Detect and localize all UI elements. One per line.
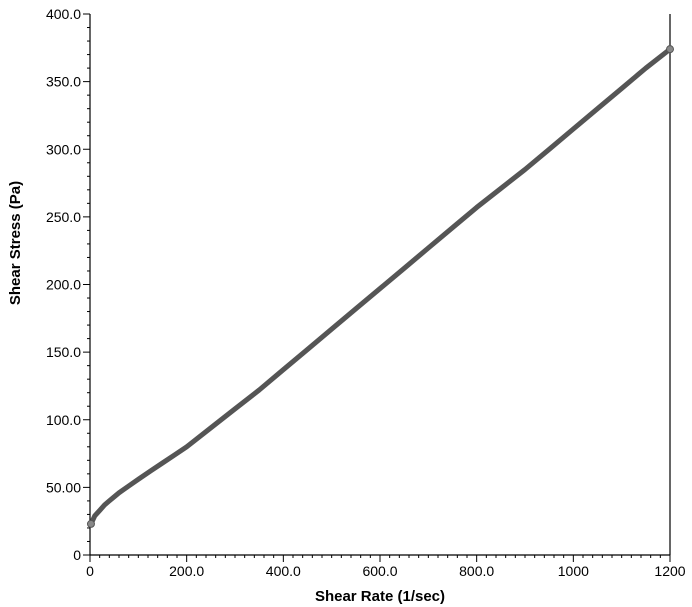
x-axis-title: Shear Rate (1/sec) — [315, 588, 445, 605]
y-tick-label: 400.0 — [46, 6, 81, 22]
y-tick-label: 200.0 — [46, 277, 81, 293]
y-axis-ticks: 0 50.00 100.0 150.0 200.0 250.0 300.0 350.0 400.… — [46, 6, 90, 563]
x-tick-label: 400.0 — [266, 563, 301, 579]
y-tick-label: 150.0 — [46, 344, 81, 360]
x-tick-label: 600.0 — [362, 563, 397, 579]
y-tick-label: 100.0 — [46, 412, 81, 428]
x-tick-label: 1200 — [654, 563, 685, 579]
plot-frame — [89, 14, 671, 556]
series-end-point — [666, 45, 674, 54]
y-tick-label: 350.0 — [46, 74, 81, 90]
y-tick-label: 0 — [73, 547, 81, 563]
x-tick-label: 200.0 — [169, 563, 204, 579]
x-tick-label: 800.0 — [459, 563, 494, 579]
y-axis-title: Shear Stress (Pa) — [7, 181, 24, 305]
y-tick-label: 300.0 — [46, 141, 81, 157]
x-axis-ticks: 0 200.0 400.0 600.0 800.0 1000 1200 — [86, 555, 686, 579]
series-start-point — [86, 519, 95, 528]
y-tick-label: 250.0 — [46, 209, 81, 225]
y-tick-label: 50.00 — [46, 479, 81, 495]
x-tick-label: 1000 — [558, 563, 589, 579]
series-line-0 — [88, 46, 673, 527]
series-layer — [86, 45, 674, 528]
x-tick-label: 0 — [86, 563, 94, 579]
